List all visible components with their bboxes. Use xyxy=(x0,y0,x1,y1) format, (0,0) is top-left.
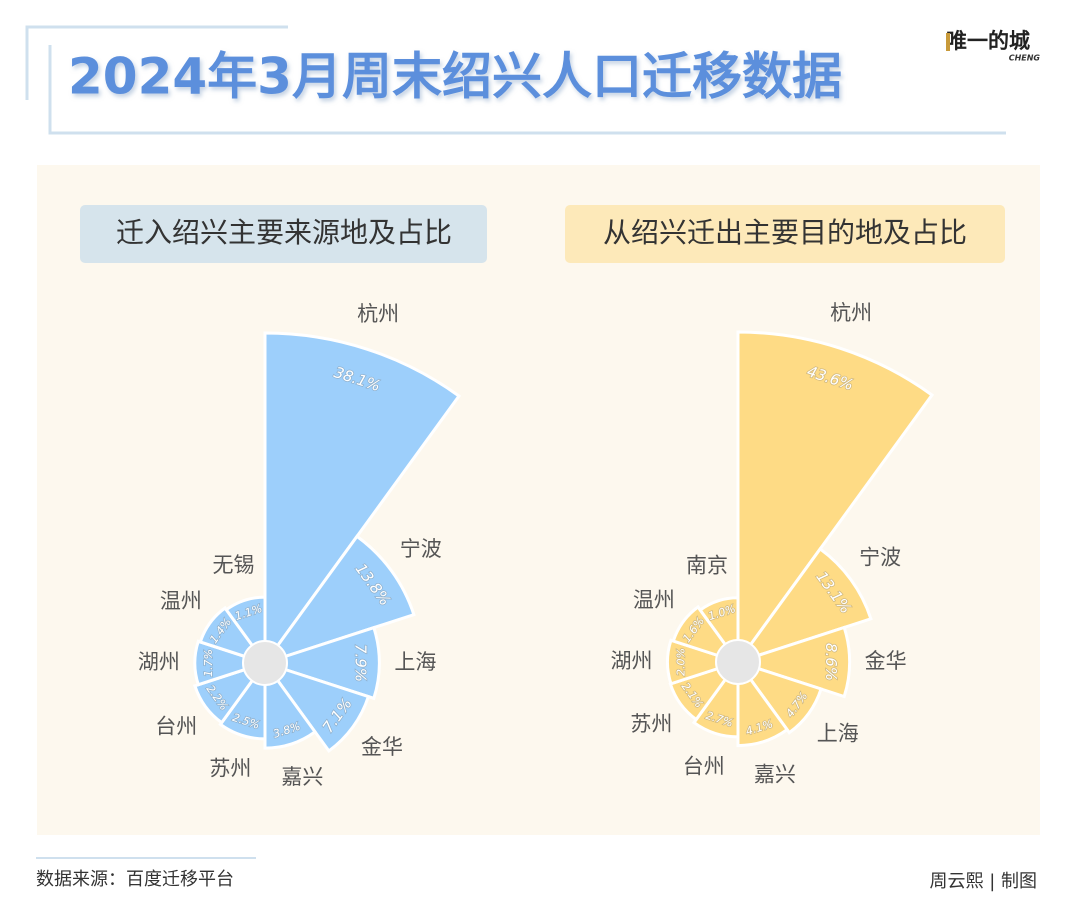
category-label: 南京 xyxy=(686,554,728,578)
category-label: 金华 xyxy=(361,735,403,759)
logo: 唯一的城 xyxy=(946,29,1030,53)
logo-sub: CHENG xyxy=(1009,54,1041,63)
category-label: 杭州 xyxy=(357,302,399,326)
category-label: 上海 xyxy=(817,721,859,745)
category-label: 杭州 xyxy=(830,301,872,325)
category-label: 温州 xyxy=(633,588,675,612)
rose-sector xyxy=(733,625,852,699)
hub xyxy=(715,639,761,685)
value-label: 2.0% xyxy=(675,648,688,676)
source: 数据来源：百度迁移平台 xyxy=(36,869,234,890)
chart-title-box xyxy=(80,205,487,263)
value-label: 1.7% xyxy=(202,649,215,677)
category-label: 台州 xyxy=(155,714,197,738)
main-title: 2024年3月周末绍兴人口迁移数据 xyxy=(68,48,842,106)
category-label: 湖州 xyxy=(611,649,653,673)
logo-accent xyxy=(946,33,950,51)
chart-title: 迁入绍兴主要来源地及占比 xyxy=(116,216,452,249)
rose-sector xyxy=(734,546,873,665)
hub xyxy=(242,640,288,686)
rose-sector xyxy=(736,657,790,748)
rose-sector xyxy=(193,660,269,725)
panel xyxy=(37,165,1040,835)
category-label: 湖州 xyxy=(138,650,180,674)
rose-sector xyxy=(736,330,935,667)
category-label: 苏州 xyxy=(630,712,672,736)
category-label: 上海 xyxy=(394,650,436,674)
rose-sector xyxy=(734,659,823,735)
category-label: 金华 xyxy=(865,649,907,673)
category-label: 嘉兴 xyxy=(281,765,323,789)
category-label: 嘉兴 xyxy=(754,763,796,787)
category-label: 无锡 xyxy=(213,553,255,577)
credit: 周云熙 | 制图 xyxy=(929,871,1037,892)
rose-sector xyxy=(263,658,318,750)
value-label: 7.9% xyxy=(351,644,369,682)
rose-sector xyxy=(261,660,371,754)
rose-sector xyxy=(263,331,462,668)
rose-sector xyxy=(260,625,381,701)
header-frame xyxy=(25,25,1006,135)
chart-title: 从绍兴迁出主要目的地及占比 xyxy=(603,216,967,249)
value-label: 8.6% xyxy=(822,643,840,681)
category-label: 宁波 xyxy=(400,537,442,561)
chart-title-box xyxy=(565,205,1005,263)
category-label: 宁波 xyxy=(859,546,901,570)
category-label: 台州 xyxy=(683,754,725,778)
category-label: 苏州 xyxy=(209,756,251,780)
rose-sector xyxy=(666,638,743,686)
rose-sector xyxy=(261,534,416,666)
category-label: 温州 xyxy=(160,589,202,613)
rose-sector xyxy=(193,639,270,687)
